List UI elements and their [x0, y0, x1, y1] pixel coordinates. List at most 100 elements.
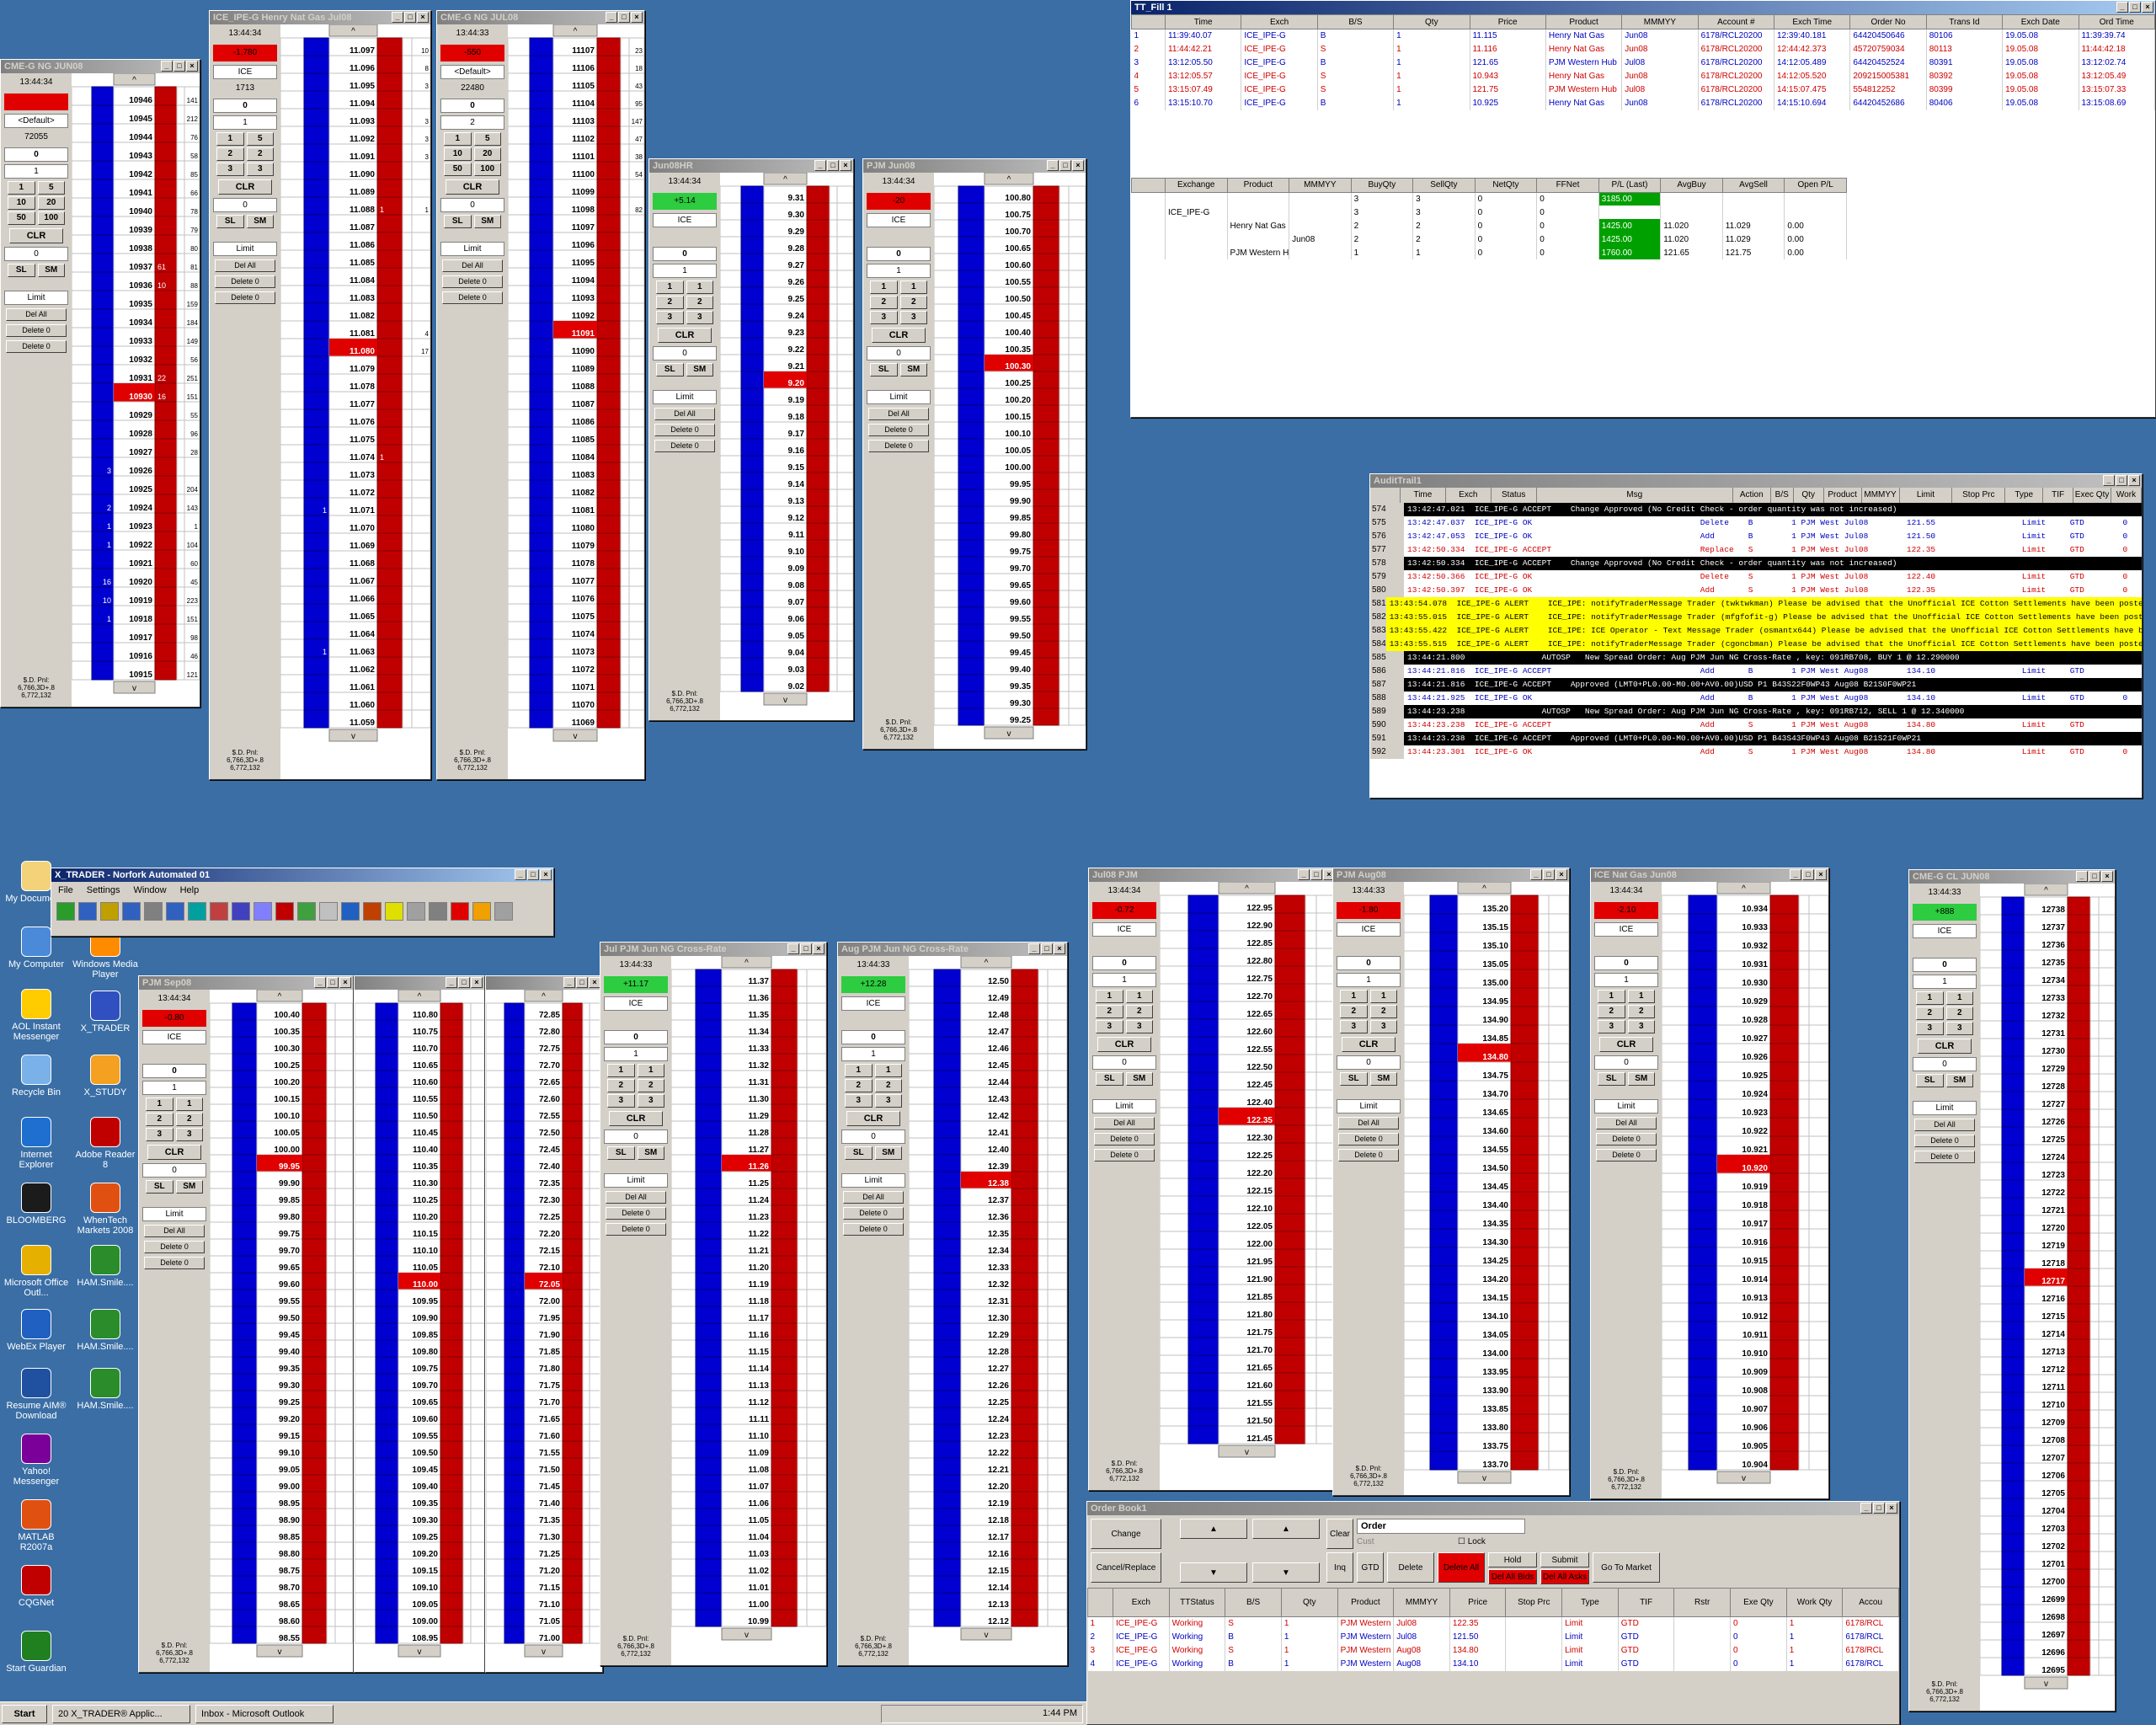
clear-button[interactable]: CLR	[1097, 1037, 1151, 1052]
ladder-grid[interactable]: ^100.80100.75100.70100.65100.60100.55100…	[934, 173, 1086, 749]
desktop-icon[interactable]: BLOOMBERG	[3, 1183, 69, 1226]
column-header[interactable]: Exch	[1241, 14, 1318, 29]
delete-asks-button[interactable]: Delete 0	[144, 1257, 205, 1269]
maximize-icon[interactable]: □	[327, 977, 339, 988]
ladder-grid[interactable]: ^9.319.309.299.289.279.269.259.249.239.2…	[720, 173, 853, 720]
default-qty-field[interactable]: 1	[1594, 973, 1658, 987]
audit-row[interactable]: 587 13:44:21.816 ICE_IPE-G ACCEPT Approve…	[1370, 678, 2142, 692]
sl-sm-button[interactable]: SL	[146, 1180, 173, 1194]
maximize-icon[interactable]: □	[576, 977, 588, 988]
close-icon[interactable]: ×	[2142, 2, 2153, 13]
audit-row[interactable]: 582 13:43:55.015 ICE_IPE-G ALERT ICE_IPE:…	[1370, 611, 2142, 624]
toolbar-button-icon[interactable]	[341, 902, 360, 921]
column-header[interactable]: Action	[1733, 488, 1771, 503]
clear-button[interactable]: CLR	[872, 328, 926, 343]
desktop-icon[interactable]: HAM.Smile....	[72, 1368, 138, 1411]
account-select[interactable]: ICE	[1594, 922, 1658, 937]
price-up-icon[interactable]: ▲	[1180, 1519, 1247, 1539]
taskbar-item[interactable]: Inbox - Microsoft Outlook	[195, 1705, 334, 1723]
order-type-select[interactable]: Limit	[653, 390, 717, 404]
column-header[interactable]: Product	[1226, 177, 1290, 193]
default-qty-field[interactable]: 1	[867, 264, 931, 278]
ladder-ice-natgas-jun08[interactable]: ICE Nat Gas Jun08 _ □ × 13:44:34 -2.10 ICE 0 1 1 1…	[1590, 868, 1829, 1499]
desktop-icon[interactable]: Microsoft Office Outl...	[3, 1245, 69, 1298]
audit-row[interactable]: 581 13:43:54.078 ICE_IPE-G ALERT ICE_IPE:…	[1370, 597, 2142, 611]
price-ladder[interactable]: ^ 100.40 100.35 100.30 100.25 100.20 100.15 100…	[210, 990, 353, 1672]
delete-all-button[interactable]: Del All	[1914, 1119, 1975, 1131]
price-ladder[interactable]: ^ 11107 23 11106 18 11105 43 11104 95 11103 147 111…	[508, 24, 644, 779]
delete-bids-button[interactable]: Delete 0	[606, 1207, 666, 1220]
qty-button[interactable]: 2	[686, 296, 713, 309]
column-header[interactable]: Rstr	[1673, 1588, 1732, 1617]
column-header[interactable]: Trans Id	[1925, 14, 2004, 29]
order-type-select[interactable]: Limit	[867, 390, 931, 404]
qty-button[interactable]: 3	[1096, 1020, 1123, 1033]
clock[interactable]: 1:44 PM	[1043, 1708, 1077, 1718]
column-header[interactable]: AvgBuy	[1660, 177, 1723, 193]
ladder-jun08hr[interactable]: Jun08HR _ □ × 13:44:34 +5.14 ICE 0 1 1 1 2 2 3 3 CLR 0 SL…	[648, 158, 854, 721]
minimize-icon[interactable]: _	[606, 12, 617, 23]
expand-cell[interactable]	[1131, 206, 1166, 219]
qty-button[interactable]: 2	[874, 1079, 902, 1092]
delete-button[interactable]: Delete	[1387, 1552, 1434, 1583]
column-header[interactable]	[1370, 488, 1401, 503]
toolbar-button-icon[interactable]	[297, 902, 316, 921]
qty-down-icon[interactable]: ▼	[1252, 1562, 1320, 1583]
qty-entry[interactable]: 0	[653, 346, 717, 360]
qty-button[interactable]: 3	[1598, 1020, 1625, 1033]
audit-row[interactable]: 592 13:44:23.301 ICE_IPE-G OK Add S 1 PJM…	[1370, 745, 2142, 759]
delete-all-button[interactable]: Del All	[654, 408, 715, 420]
delete-all-button[interactable]: Del All	[1596, 1117, 1657, 1130]
order-type-select[interactable]: Limit	[1092, 1099, 1156, 1114]
column-header[interactable]: FFNet	[1536, 177, 1599, 193]
title-bar[interactable]: ICE_IPE-G Henry Nat Gas Jul08 _ □ ×	[210, 11, 430, 24]
minimize-icon[interactable]: _	[1790, 869, 1801, 880]
qty-button[interactable]: 1	[686, 280, 713, 294]
sl-sm-button[interactable]: SL	[1340, 1072, 1368, 1086]
account-select[interactable]: <Default>	[440, 65, 504, 79]
delete-all-button[interactable]: Del All	[1338, 1117, 1399, 1130]
toolbar-button-icon[interactable]	[275, 902, 294, 921]
qty-button[interactable]: 2	[1916, 1007, 1944, 1020]
qty-button[interactable]: 2	[175, 1113, 203, 1126]
qty-entry[interactable]: 0	[142, 1163, 206, 1178]
column-header[interactable]: AvgSell	[1721, 177, 1785, 193]
qty-button[interactable]: 1	[444, 132, 472, 146]
qty-button[interactable]: 1	[146, 1097, 173, 1111]
account-select[interactable]: ICE	[1913, 924, 1977, 938]
title-bar[interactable]: PJM Jun08 _ □ ×	[863, 159, 1086, 173]
desktop-icon[interactable]: X_STUDY	[72, 1055, 138, 1097]
qty-button[interactable]: 3	[1369, 1020, 1397, 1033]
order-type-select[interactable]: Limit	[1337, 1099, 1401, 1114]
order-type-select[interactable]: Limit	[1913, 1101, 1977, 1115]
audit-trail-window[interactable]: AuditTrail1 _ □ × Time Exch Status Msg Action B/S…	[1369, 473, 2143, 798]
column-header[interactable]: TTStatus	[1168, 1588, 1226, 1617]
delete-bids-button[interactable]: Delete 0	[843, 1207, 904, 1220]
column-header[interactable]: Price	[1469, 14, 1546, 29]
table-row[interactable]: 4 13:12:05.57 ICE_IPE-G S 1 10.943 Henry Nat G…	[1131, 69, 2155, 83]
close-icon[interactable]: ×	[1886, 1503, 1897, 1514]
ladder-cme-ng-jun08[interactable]: CME-G NG JUN08 _ □ × 13:44:34 <Default> 72055 0…	[0, 59, 200, 708]
toolbar-button-icon[interactable]	[100, 902, 119, 921]
table-row[interactable]: 5 13:15:07.49 ICE_IPE-G S 1 121.75 PJM Western…	[1131, 83, 2155, 97]
close-icon[interactable]: ×	[417, 12, 429, 23]
account-select[interactable]: ICE	[867, 213, 931, 227]
clear-button[interactable]: CLR	[446, 179, 499, 195]
position-row[interactable]: ICE_IPE-G 3 3 0 0	[1131, 206, 1847, 219]
menu-item[interactable]: Settings	[86, 885, 120, 895]
ladder-grid[interactable]: ^100.40100.35100.30100.25100.20100.15100…	[210, 990, 353, 1672]
ladder-cme-cl-jun08[interactable]: CME-G CL JUN08 _ □ × 13:44:33 +888 ICE 0 1 1 1 2 2 3 3…	[1908, 869, 2116, 1712]
order-qty-field[interactable]: 0	[867, 247, 931, 261]
delete-all-button[interactable]: Del All	[215, 259, 275, 272]
minimize-icon[interactable]: _	[392, 12, 403, 23]
ladder-daily[interactable]: _ □ × ^ 72.85 72.80 72.75 72.70 72.65 72.60 72.55 7…	[485, 975, 603, 1673]
toolbar-button-icon[interactable]	[210, 902, 228, 921]
minimize-icon[interactable]: _	[563, 977, 575, 988]
order-qty-field[interactable]: 0	[653, 247, 717, 261]
toolbar-button-icon[interactable]	[363, 902, 382, 921]
minimize-icon[interactable]: _	[1298, 869, 1310, 880]
desktop-icon[interactable]: HAM.Smile....	[72, 1245, 138, 1288]
position-row[interactable]: 3 3 0 0 3185.00	[1131, 192, 1847, 206]
price-ladder[interactable]: ^ 110.80 110.75 110.70 110.65 110.60 110.55 110…	[355, 990, 484, 1672]
clear-button[interactable]: Clear	[1326, 1519, 1353, 1549]
